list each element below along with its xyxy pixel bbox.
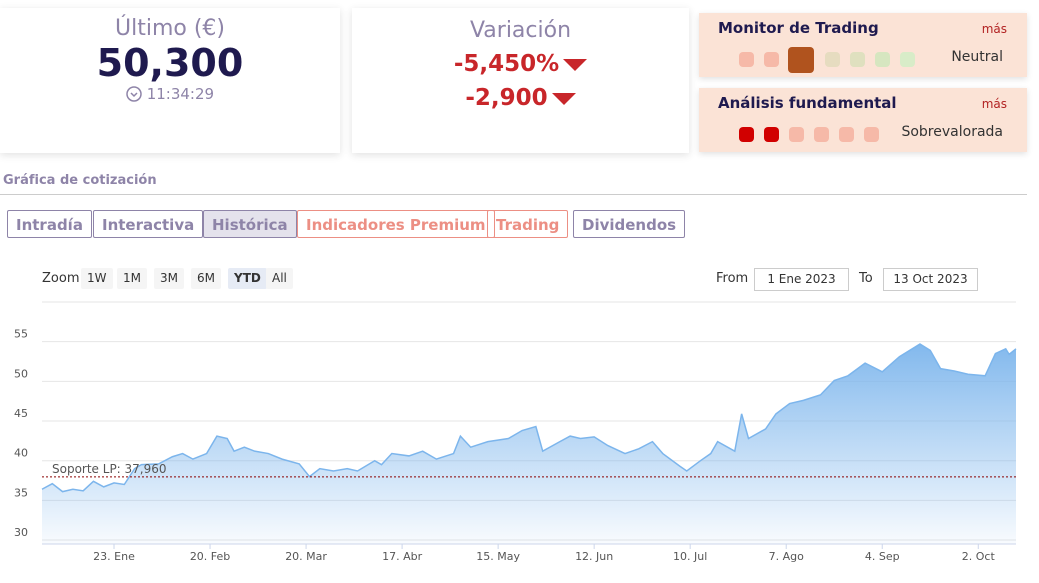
zoom-button[interactable]: 1W: [81, 268, 113, 289]
variation-percent: -5,450%: [453, 51, 560, 77]
x-tick-label: 2. Oct: [962, 550, 996, 563]
zoom-label: Zoom: [42, 271, 80, 286]
variation-absolute: -2,900: [465, 85, 548, 111]
section-title: Gráfica de cotización: [3, 173, 157, 188]
last-value: 50,300: [96, 41, 244, 85]
indicator: [900, 52, 915, 67]
more-link[interactable]: más: [981, 97, 1007, 111]
x-tick-label: 12. Jun: [575, 550, 613, 563]
indicator: [864, 127, 879, 142]
line: [41, 343, 1017, 493]
from-input[interactable]: 1 Ene 2023: [754, 268, 849, 291]
indicator: [739, 52, 754, 67]
y-tick-label: 45: [14, 407, 28, 420]
area: [42, 344, 1016, 544]
indicator: [814, 127, 829, 142]
indicator: [789, 127, 804, 142]
divider: [0, 194, 1027, 195]
tab[interactable]: Intradía: [7, 210, 92, 238]
x-tick-label: 20. Feb: [190, 550, 230, 563]
y-tick-label: 35: [14, 486, 28, 499]
zoom-button[interactable]: 1M: [117, 268, 147, 289]
down-arrow: [551, 92, 576, 105]
to-input[interactable]: 13 Oct 2023: [883, 268, 978, 291]
y-tick-label: 55: [14, 328, 28, 341]
variation-percent-row: -5,450%: [352, 51, 689, 77]
zoom-button[interactable]: All: [266, 268, 293, 289]
down-arrow: [563, 58, 588, 71]
more-link[interactable]: más: [981, 22, 1007, 36]
support-label: Soporte LP: 37,960: [52, 462, 167, 476]
indicator-active: [788, 47, 814, 73]
indicator: [839, 127, 854, 142]
indicator: [764, 127, 779, 142]
x-tick-label: 17. Abr: [382, 550, 422, 563]
last-time-row: 11:34:29: [0, 85, 340, 103]
to-label: To: [859, 271, 873, 286]
tab[interactable]: Interactiva: [93, 210, 204, 238]
variation-absolute-row: -2,900: [352, 85, 689, 111]
last-time: 11:34:29: [146, 85, 215, 103]
variation-label: Variación: [469, 18, 572, 43]
indicator: [875, 52, 890, 67]
fundamental-card: Análisis fundamental más Sobrevalorada: [699, 88, 1027, 152]
tab[interactable]: Dividendos: [573, 210, 686, 238]
y-tick-label: 30: [14, 526, 28, 539]
x-tick-label: 15. May: [476, 550, 520, 563]
clock-icon: [126, 86, 142, 102]
trading-status: Neutral: [951, 49, 1003, 65]
indicator: [850, 52, 865, 67]
zoom-button[interactable]: 3M: [154, 268, 184, 289]
y-tick-label: 40: [14, 447, 28, 460]
variation-card: Variación -5,450% -2,900: [352, 8, 689, 153]
y-tick-label: 50: [14, 367, 28, 380]
x-tick-label: 7. Ago: [769, 550, 804, 563]
zoom-button[interactable]: 6M: [191, 268, 221, 289]
x-tick-label: 23. Ene: [93, 550, 135, 563]
x-tick-label: 20. Mar: [285, 550, 327, 563]
zoom-button-active[interactable]: YTD: [228, 268, 267, 289]
x-tick-label: 10. Jul: [673, 550, 707, 563]
trading-monitor-card: Monitor de Trading más Neutral: [699, 13, 1027, 77]
tab[interactable]: Indicadores Premium: [297, 210, 495, 238]
fundamental-title: Análisis fundamental: [718, 94, 897, 112]
indicator: [764, 52, 779, 67]
tab[interactable]: Trading: [487, 210, 569, 238]
last-price-card: Último (€) 50,300 11:34:29: [0, 8, 340, 153]
last-label: Último (€): [115, 16, 225, 41]
indicator: [739, 127, 754, 142]
indicator: [825, 52, 840, 67]
from-label: From: [716, 271, 749, 286]
tab-active[interactable]: Histórica: [203, 210, 297, 238]
fundamental-status: Sobrevalorada: [901, 124, 1003, 140]
trading-monitor-title: Monitor de Trading: [718, 19, 879, 37]
x-tick-label: 4. Sep: [865, 550, 900, 563]
